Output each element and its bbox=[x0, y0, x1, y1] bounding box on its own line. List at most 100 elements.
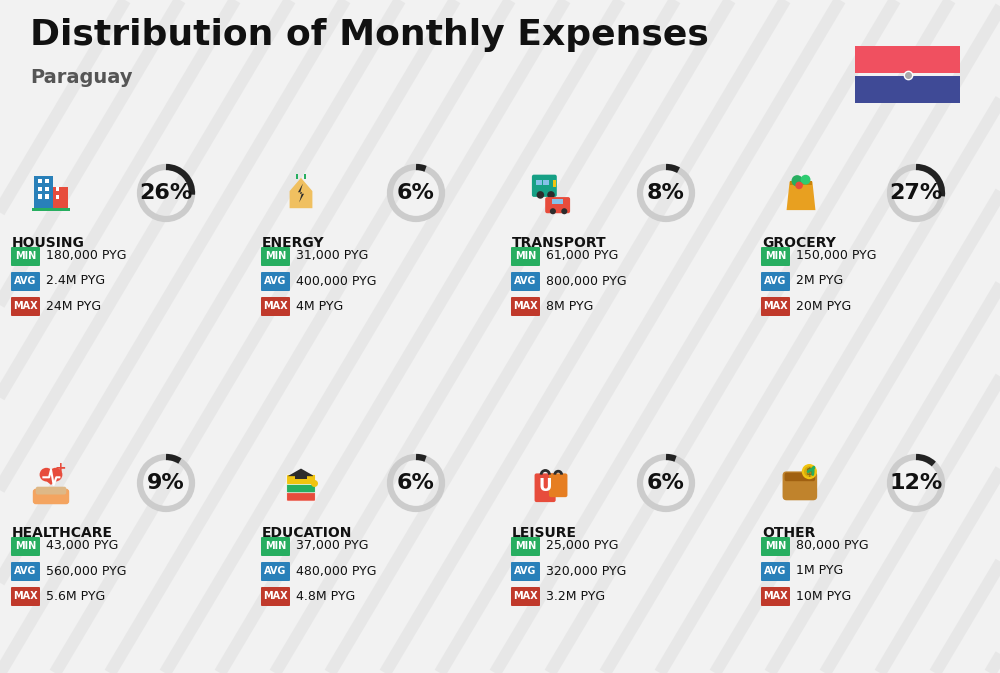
FancyBboxPatch shape bbox=[33, 489, 69, 504]
Bar bbox=[45, 179, 49, 184]
Bar bbox=[56, 187, 59, 191]
Text: MIN: MIN bbox=[15, 251, 36, 261]
Text: Distribution of Monthly Expenses: Distribution of Monthly Expenses bbox=[30, 18, 709, 52]
FancyBboxPatch shape bbox=[287, 474, 315, 485]
Circle shape bbox=[537, 191, 544, 199]
Text: 560,000 PYG: 560,000 PYG bbox=[46, 565, 126, 577]
Text: 6%: 6% bbox=[647, 473, 685, 493]
Bar bbox=[32, 208, 70, 211]
FancyBboxPatch shape bbox=[783, 471, 817, 500]
Text: 8%: 8% bbox=[647, 183, 685, 203]
Text: AVG: AVG bbox=[514, 276, 537, 286]
Circle shape bbox=[804, 466, 815, 477]
Bar bbox=[295, 475, 307, 479]
FancyBboxPatch shape bbox=[287, 483, 315, 493]
Text: AVG: AVG bbox=[764, 276, 787, 286]
FancyBboxPatch shape bbox=[761, 297, 790, 316]
Text: 4M PYG: 4M PYG bbox=[296, 299, 343, 312]
Bar bbox=[790, 181, 812, 185]
Circle shape bbox=[561, 208, 567, 214]
FancyBboxPatch shape bbox=[532, 175, 557, 197]
Text: 27%: 27% bbox=[889, 183, 943, 203]
Text: 400,000 PYG: 400,000 PYG bbox=[296, 275, 376, 287]
Text: 6%: 6% bbox=[397, 183, 435, 203]
Text: 6%: 6% bbox=[397, 473, 435, 493]
Circle shape bbox=[795, 182, 803, 189]
FancyBboxPatch shape bbox=[511, 562, 540, 581]
FancyBboxPatch shape bbox=[761, 562, 790, 581]
Text: MIN: MIN bbox=[515, 541, 536, 551]
Text: MIN: MIN bbox=[765, 251, 786, 261]
Text: 180,000 PYG: 180,000 PYG bbox=[46, 250, 126, 262]
Bar bbox=[304, 174, 306, 178]
FancyBboxPatch shape bbox=[785, 472, 815, 481]
FancyBboxPatch shape bbox=[11, 297, 40, 316]
FancyBboxPatch shape bbox=[535, 473, 556, 502]
Text: MAX: MAX bbox=[13, 591, 38, 601]
Text: 24M PYG: 24M PYG bbox=[46, 299, 101, 312]
Text: MAX: MAX bbox=[513, 301, 538, 311]
Text: 800,000 PYG: 800,000 PYG bbox=[546, 275, 627, 287]
Text: GROCERY: GROCERY bbox=[762, 236, 836, 250]
FancyBboxPatch shape bbox=[261, 562, 290, 581]
Text: OTHER: OTHER bbox=[762, 526, 815, 540]
FancyBboxPatch shape bbox=[761, 247, 790, 266]
FancyBboxPatch shape bbox=[761, 587, 790, 606]
Polygon shape bbox=[290, 178, 312, 208]
Text: 31,000 PYG: 31,000 PYG bbox=[296, 250, 368, 262]
Bar bbox=[38, 194, 42, 199]
Bar bbox=[38, 179, 42, 184]
Text: MAX: MAX bbox=[13, 301, 38, 311]
FancyBboxPatch shape bbox=[11, 562, 40, 581]
Bar bbox=[45, 194, 49, 199]
Circle shape bbox=[791, 175, 803, 186]
Text: 43,000 PYG: 43,000 PYG bbox=[46, 540, 118, 553]
Bar bbox=[855, 46, 960, 73]
Text: 37,000 PYG: 37,000 PYG bbox=[296, 540, 368, 553]
FancyBboxPatch shape bbox=[11, 587, 40, 606]
Text: MIN: MIN bbox=[265, 251, 286, 261]
Text: AVG: AVG bbox=[264, 276, 287, 286]
Text: ENERGY: ENERGY bbox=[262, 236, 325, 250]
Text: MAX: MAX bbox=[263, 301, 288, 311]
Text: 320,000 PYG: 320,000 PYG bbox=[546, 565, 626, 577]
Text: 4.8M PYG: 4.8M PYG bbox=[296, 590, 355, 602]
Text: 9%: 9% bbox=[147, 473, 185, 493]
Bar bbox=[536, 180, 542, 185]
FancyBboxPatch shape bbox=[511, 587, 540, 606]
Text: MAX: MAX bbox=[763, 591, 788, 601]
Text: HEALTHCARE: HEALTHCARE bbox=[12, 526, 113, 540]
Text: 80,000 PYG: 80,000 PYG bbox=[796, 540, 869, 553]
Polygon shape bbox=[40, 476, 62, 485]
Text: MAX: MAX bbox=[763, 301, 788, 311]
FancyBboxPatch shape bbox=[261, 297, 290, 316]
FancyBboxPatch shape bbox=[36, 487, 66, 495]
Polygon shape bbox=[288, 468, 314, 476]
Text: HOUSING: HOUSING bbox=[12, 236, 85, 250]
Text: 2.4M PYG: 2.4M PYG bbox=[46, 275, 105, 287]
Text: 480,000 PYG: 480,000 PYG bbox=[296, 565, 376, 577]
Text: 150,000 PYG: 150,000 PYG bbox=[796, 250, 876, 262]
Text: EDUCATION: EDUCATION bbox=[262, 526, 352, 540]
Text: MIN: MIN bbox=[15, 541, 36, 551]
Bar bbox=[56, 195, 59, 199]
Text: $: $ bbox=[805, 466, 813, 476]
Text: 1M PYG: 1M PYG bbox=[796, 565, 843, 577]
FancyBboxPatch shape bbox=[511, 537, 540, 556]
FancyBboxPatch shape bbox=[261, 272, 290, 291]
Polygon shape bbox=[787, 182, 815, 210]
Circle shape bbox=[550, 208, 556, 214]
Bar bbox=[855, 76, 960, 103]
Bar bbox=[38, 186, 42, 191]
Text: MIN: MIN bbox=[765, 541, 786, 551]
Text: 10M PYG: 10M PYG bbox=[796, 590, 851, 602]
Text: 3.2M PYG: 3.2M PYG bbox=[546, 590, 605, 602]
FancyBboxPatch shape bbox=[545, 197, 570, 213]
Bar bbox=[53, 187, 68, 210]
Text: 8M PYG: 8M PYG bbox=[546, 299, 593, 312]
Text: 2M PYG: 2M PYG bbox=[796, 275, 843, 287]
FancyBboxPatch shape bbox=[261, 587, 290, 606]
Text: 20M PYG: 20M PYG bbox=[796, 299, 851, 312]
Circle shape bbox=[802, 464, 817, 479]
FancyBboxPatch shape bbox=[511, 272, 540, 291]
